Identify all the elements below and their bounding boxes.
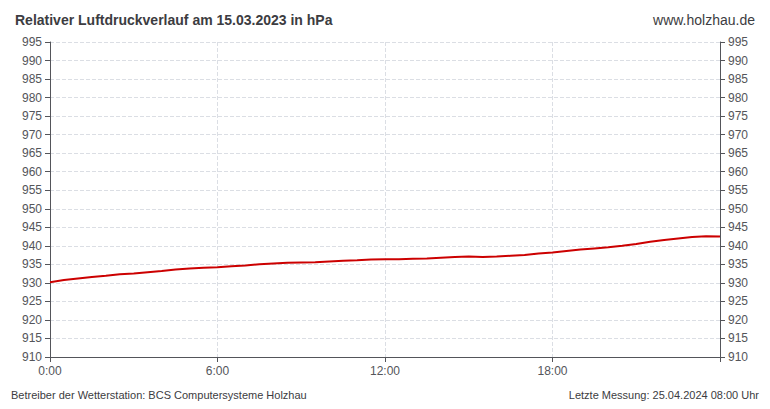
svg-text:930: 930 (728, 276, 748, 290)
svg-text:970: 970 (728, 128, 748, 142)
svg-text:990: 990 (728, 54, 748, 68)
svg-text:995: 995 (22, 35, 42, 49)
svg-text:915: 915 (728, 331, 748, 345)
svg-text:965: 965 (22, 146, 42, 160)
svg-text:Letzte Messung: 25.04.2024 08:: Letzte Messung: 25.04.2024 08:00 Uhr (569, 389, 760, 401)
svg-text:925: 925 (728, 294, 748, 308)
svg-text:12:00: 12:00 (370, 364, 400, 378)
svg-text:955: 955 (728, 183, 748, 197)
svg-text:945: 945 (22, 220, 42, 234)
svg-text:6:00: 6:00 (206, 364, 230, 378)
svg-text:920: 920 (728, 313, 748, 327)
svg-text:960: 960 (728, 165, 748, 179)
svg-text:950: 950 (728, 202, 748, 216)
svg-text:945: 945 (728, 220, 748, 234)
svg-text:920: 920 (22, 313, 42, 327)
svg-text:990: 990 (22, 54, 42, 68)
svg-text:985: 985 (728, 72, 748, 86)
svg-text:940: 940 (22, 239, 42, 253)
svg-text:950: 950 (22, 202, 42, 216)
svg-text:www.holzhau.de: www.holzhau.de (652, 12, 755, 28)
svg-text:930: 930 (22, 276, 42, 290)
svg-text:915: 915 (22, 331, 42, 345)
svg-text:985: 985 (22, 72, 42, 86)
svg-text:955: 955 (22, 183, 42, 197)
svg-text:960: 960 (22, 165, 42, 179)
svg-text:18:00: 18:00 (537, 364, 567, 378)
svg-text:910: 910 (728, 350, 748, 364)
svg-text:940: 940 (728, 239, 748, 253)
svg-text:935: 935 (22, 257, 42, 271)
svg-text:0:00: 0:00 (38, 364, 62, 378)
svg-text:975: 975 (22, 109, 42, 123)
svg-text:965: 965 (728, 146, 748, 160)
svg-text:925: 925 (22, 294, 42, 308)
svg-text:980: 980 (728, 91, 748, 105)
svg-text:Relativer Luftdruckverlauf am: Relativer Luftdruckverlauf am 15.03.2023… (15, 12, 333, 28)
svg-text:935: 935 (728, 257, 748, 271)
svg-text:995: 995 (728, 35, 748, 49)
svg-text:975: 975 (728, 109, 748, 123)
svg-text:Betreiber der Wetterstation: B: Betreiber der Wetterstation: BCS Compute… (11, 389, 307, 401)
svg-text:910: 910 (22, 350, 42, 364)
svg-text:970: 970 (22, 128, 42, 142)
svg-text:980: 980 (22, 91, 42, 105)
